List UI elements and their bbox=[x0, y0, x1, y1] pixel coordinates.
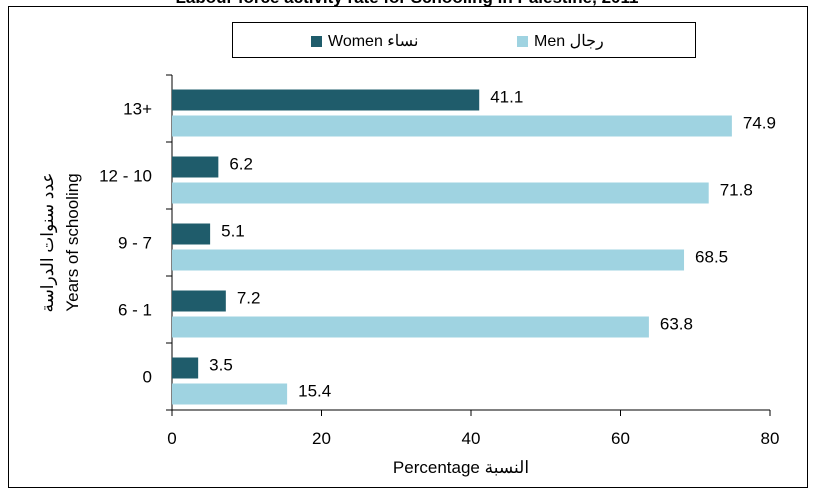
y-axis-title-arabic: عدد سنوات الدراسة bbox=[38, 172, 58, 312]
y-tick-label: 12 - 10 bbox=[99, 167, 152, 186]
data-label-women: 3.5 bbox=[209, 356, 233, 375]
bar-women bbox=[172, 156, 219, 178]
bar-women bbox=[172, 223, 211, 245]
y-tick-label: 0 bbox=[143, 368, 152, 387]
data-label-women: 5.1 bbox=[221, 222, 245, 241]
chart-frame bbox=[8, 6, 808, 488]
x-axis-title: Percentage النسبة bbox=[393, 458, 529, 477]
bar-women bbox=[172, 290, 226, 312]
bar-women bbox=[172, 357, 199, 379]
y-axis-title-english: Years of schooling bbox=[63, 173, 82, 311]
legend-label-men: Men رجال bbox=[534, 33, 604, 50]
bar-men bbox=[172, 383, 288, 405]
legend: Women نساء Men رجال bbox=[232, 22, 696, 58]
x-tick-label: 80 bbox=[761, 429, 780, 448]
bar-men bbox=[172, 115, 732, 137]
legend-label-women: Women نساء bbox=[328, 33, 419, 50]
bar-women bbox=[172, 89, 480, 111]
data-label-men: 71.8 bbox=[720, 181, 753, 200]
x-tick-label: 40 bbox=[462, 429, 481, 448]
data-label-women: 6.2 bbox=[229, 155, 253, 174]
y-tick-label: 6 - 1 bbox=[118, 301, 152, 320]
x-tick-label: 0 bbox=[167, 429, 176, 448]
data-label-women: 41.1 bbox=[490, 88, 523, 107]
data-label-men: 63.8 bbox=[660, 315, 693, 334]
data-label-women: 7.2 bbox=[237, 289, 261, 308]
data-label-men: 74.9 bbox=[743, 114, 776, 133]
bar-men bbox=[172, 316, 649, 338]
x-tick-label: 20 bbox=[312, 429, 331, 448]
y-tick-label: 13+ bbox=[123, 100, 152, 119]
x-tick-label: 60 bbox=[611, 429, 630, 448]
data-label-men: 15.4 bbox=[298, 382, 331, 401]
legend-item-men: Men رجال bbox=[517, 31, 604, 51]
data-label-men: 68.5 bbox=[695, 248, 728, 267]
legend-swatch-women bbox=[311, 35, 322, 47]
legend-item-women: Women نساء bbox=[311, 31, 418, 51]
chart-title: Labour force activity rate for Schooling… bbox=[0, 0, 814, 8]
y-tick-label: 9 - 7 bbox=[118, 234, 152, 253]
bar-men bbox=[172, 249, 685, 271]
legend-swatch-men bbox=[517, 35, 528, 47]
bar-men bbox=[172, 182, 709, 204]
